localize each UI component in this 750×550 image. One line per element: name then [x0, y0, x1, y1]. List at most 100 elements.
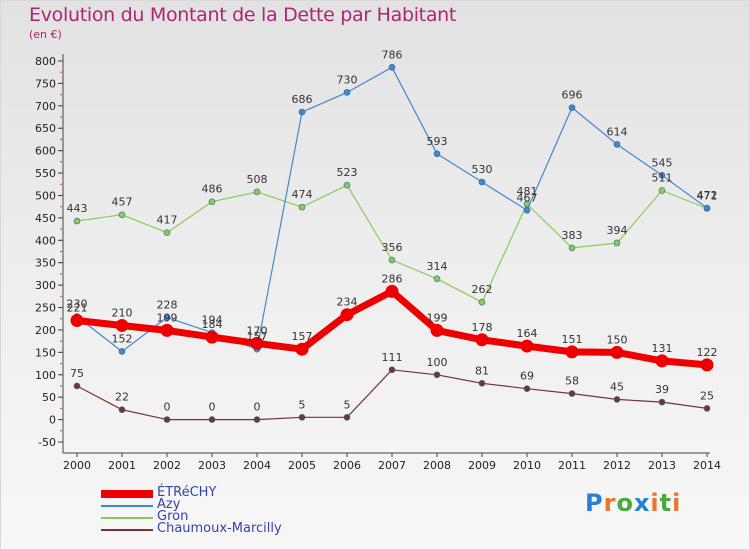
y-tick-label: 600: [35, 145, 56, 158]
data-label: 786: [382, 48, 403, 61]
data-label: 696: [562, 89, 583, 102]
data-label: 593: [427, 135, 448, 148]
data-label: 178: [472, 321, 493, 334]
y-tick-label: 100: [35, 369, 56, 382]
data-point: [658, 187, 666, 194]
y-tick-label: 550: [35, 167, 56, 180]
data-label: 262: [472, 283, 493, 296]
legend-item-gron[interactable]: Gron: [101, 509, 361, 524]
data-label: 511: [652, 172, 673, 185]
data-label: 394: [607, 224, 628, 237]
data-point: [118, 211, 126, 219]
data-label: 474: [292, 188, 313, 201]
data-point: [388, 256, 396, 264]
data-point: [658, 172, 666, 179]
data-label: 467: [517, 191, 538, 204]
y-tick-label: 450: [35, 212, 56, 225]
data-point: [703, 405, 711, 412]
data-point: [73, 217, 81, 225]
data-label: 131: [652, 342, 673, 355]
data-point: [613, 141, 621, 148]
data-point: [430, 323, 444, 337]
data-point: [163, 416, 171, 423]
data-label: 199: [427, 311, 448, 324]
data-label: 523: [337, 166, 358, 179]
data-label: 122: [697, 346, 718, 359]
legend-swatch-azy: [101, 505, 153, 507]
data-label: 5: [299, 398, 306, 411]
legend-label-etrechy: ÉTRéCHY: [157, 485, 217, 500]
y-tick-label: 250: [35, 302, 56, 315]
legend-item-azy[interactable]: Azy: [101, 497, 361, 512]
data-label: 157: [247, 330, 268, 343]
data-point: [700, 358, 714, 372]
logo-letter: x: [633, 489, 651, 517]
x-tick-label: 2006: [333, 459, 361, 472]
y-tick-label: 400: [35, 234, 56, 247]
data-label: 184: [202, 318, 223, 331]
legend-item-chaumoux-marcilly[interactable]: Chaumoux-Marcilly: [101, 521, 361, 536]
data-label: 157: [292, 330, 313, 343]
y-tick-label: 300: [35, 279, 56, 292]
data-point: [523, 206, 531, 214]
data-point: [610, 345, 624, 359]
y-tick-label: 700: [35, 100, 56, 113]
data-label: 45: [610, 380, 624, 393]
data-point: [613, 396, 621, 403]
data-point: [250, 336, 264, 350]
y-tick-label: -50: [38, 436, 56, 449]
x-tick-label: 2014: [693, 459, 721, 472]
data-point: [478, 178, 486, 186]
data-point: [205, 330, 219, 344]
x-tick-label: 2005: [288, 459, 316, 472]
legend-label-gron: Gron: [157, 509, 189, 524]
data-label: 486: [202, 183, 223, 196]
data-point: [118, 348, 126, 355]
legend-swatch-gron: [101, 517, 153, 519]
data-label: 614: [607, 125, 628, 138]
data-label: 5: [344, 398, 351, 411]
data-label: 150: [607, 333, 628, 346]
data-label: 383: [562, 229, 583, 242]
data-point: [520, 339, 534, 353]
y-tick-label: 0: [49, 414, 56, 427]
data-label: 22: [115, 391, 129, 404]
x-tick-label: 2008: [423, 459, 451, 472]
data-label: 686: [292, 93, 313, 106]
logo-letter: t: [659, 489, 673, 517]
legend-swatch-etrechy: [101, 490, 153, 498]
data-point: [613, 239, 621, 247]
data-point: [115, 318, 129, 332]
data-label: 471: [697, 189, 718, 202]
legend: ÉTRéCHY Azy Gron Chaumoux-Marcilly: [101, 485, 361, 536]
data-point: [478, 379, 486, 387]
legend-label-chaumoux-marcilly: Chaumoux-Marcilly: [157, 521, 282, 536]
legend-item-etrechy[interactable]: ÉTRéCHY: [101, 485, 361, 500]
data-label: 100: [427, 356, 448, 369]
x-tick-label: 2003: [198, 459, 226, 472]
data-point: [298, 414, 306, 421]
data-label: 151: [562, 333, 583, 346]
data-label: 356: [382, 241, 403, 254]
series-line-3: [76, 369, 708, 421]
data-label: 194: [202, 314, 223, 327]
data-point: [340, 308, 354, 322]
x-tick-label: 2010: [513, 459, 541, 472]
data-point: [253, 416, 261, 423]
y-tick-label: 50: [42, 391, 56, 404]
data-label: 417: [157, 214, 178, 227]
data-label: 481: [517, 185, 538, 198]
x-tick-label: 2013: [648, 459, 676, 472]
data-label: 457: [112, 196, 133, 209]
data-point: [475, 333, 489, 347]
data-label: 81: [475, 364, 489, 377]
proxiti-logo: Proxiti: [585, 489, 681, 517]
y-tick-label: 500: [35, 189, 56, 202]
data-point: [298, 108, 306, 116]
y-tick-label: 200: [35, 324, 56, 337]
legend-label-azy: Azy: [157, 497, 181, 512]
data-point: [433, 371, 441, 379]
x-tick-label: 2011: [558, 459, 586, 472]
data-point: [388, 63, 396, 71]
